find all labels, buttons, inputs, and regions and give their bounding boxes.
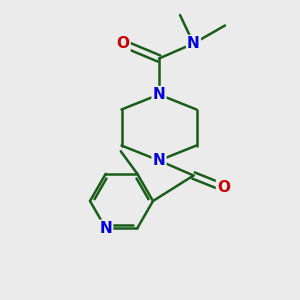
Text: N: N	[153, 87, 165, 102]
Text: N: N	[187, 36, 200, 51]
Text: O: O	[116, 36, 130, 51]
Text: N: N	[153, 153, 165, 168]
Text: O: O	[217, 180, 230, 195]
Text: N: N	[99, 221, 112, 236]
